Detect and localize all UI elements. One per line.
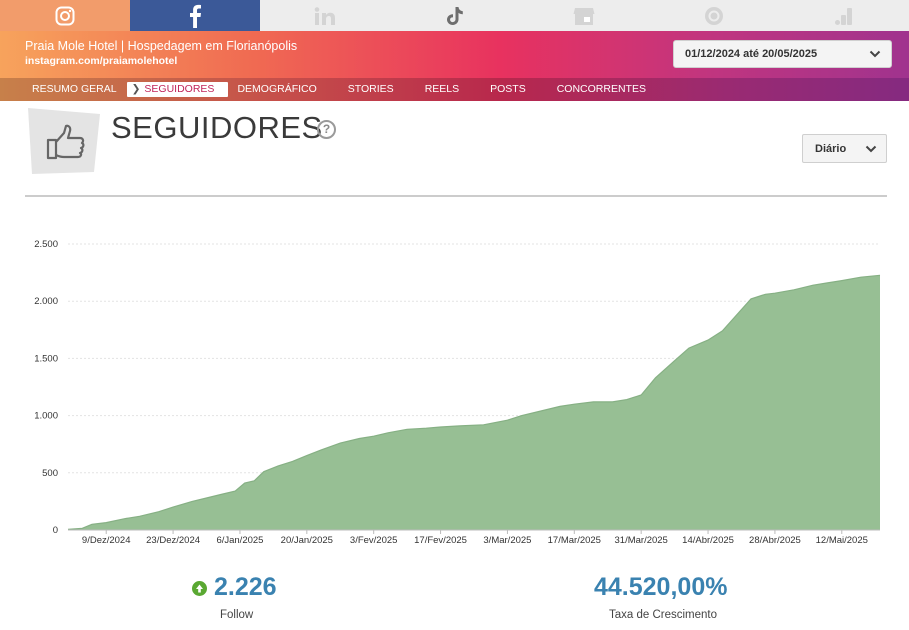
profile-url[interactable]: instagram.com/praiamolehotel (25, 55, 178, 67)
google-business-icon (573, 7, 595, 25)
thumbs-up-icon (28, 108, 100, 174)
tab-posts[interactable]: POSTS (490, 83, 526, 95)
x-tick-label: 31/Mar/2025 (615, 535, 668, 546)
x-tick-label: 3/Mar/2025 (483, 535, 531, 546)
profile-name: Praia Mole Hotel | Hospedagem em Florian… (25, 39, 298, 53)
chevron-right-icon: ❯ (131, 83, 141, 95)
tab-linkedin[interactable] (260, 0, 390, 31)
period-select[interactable]: Diário (802, 134, 887, 163)
tab-threads[interactable] (649, 0, 779, 31)
growth-rate: 44.520,00% (594, 573, 728, 601)
followers-count: 2.226 (214, 573, 277, 601)
section-nav: RESUMO GERAL ❯ SEGUIDORES DEMOGRÁFICO STO… (0, 78, 909, 101)
growth-rate-label: Taxa de Crescimento (609, 609, 718, 621)
date-range-select[interactable]: 01/12/2024 até 20/05/2025 (673, 40, 892, 68)
tab-facebook[interactable] (129, 0, 260, 31)
followers-label: Follow (220, 609, 254, 621)
y-tick-label: 0 (53, 525, 58, 536)
tab-concorrentes[interactable]: CONCORRENTES (556, 83, 646, 95)
tab-instagram[interactable] (0, 0, 130, 31)
followers-line (67, 274, 881, 530)
tab-seguidores[interactable]: ❯ SEGUIDORES (126, 82, 229, 97)
x-tick-label: 3/Fev/2025 (350, 535, 398, 546)
y-tick-label: 1.500 (34, 353, 58, 364)
network-tab-bar (0, 0, 909, 31)
date-range-value: 01/12/2024 até 20/05/2025 (685, 48, 818, 60)
followers-area (68, 275, 880, 530)
instagram-icon (55, 6, 75, 25)
arrow-up-icon (192, 581, 207, 596)
tab-demografico[interactable]: DEMOGRÁFICO (237, 83, 317, 95)
period-value: Diário (815, 143, 847, 155)
tab-google-analytics[interactable] (779, 0, 909, 31)
x-tick-label: 17/Fev/2025 (414, 535, 467, 546)
profile-header: Praia Mole Hotel | Hospedagem em Florian… (0, 31, 909, 78)
y-tick-label: 500 (42, 468, 58, 479)
x-tick-label: 23/Dez/2024 (146, 535, 200, 546)
followers-chart: 0 500 1.000 1.500 2.000 2.500 9/Dez/2024 23/Dez… (34, 239, 881, 546)
x-tick-label: 17/Mar/2025 (548, 535, 601, 546)
x-tick-label: 9/Dez/2024 (82, 535, 131, 546)
x-tick-label: 6/Jan/2025 (216, 535, 263, 546)
tab-seguidores-label: SEGUIDORES (144, 83, 215, 95)
y-tick-label: 1.000 (34, 411, 58, 422)
linkedin-icon (314, 6, 335, 25)
x-tick-label: 28/Abr/2025 (749, 535, 801, 546)
y-tick-label: 2.000 (34, 296, 58, 307)
threads-icon (705, 6, 724, 25)
help-icon[interactable]: ? (317, 120, 336, 139)
x-tick-label: 20/Jan/2025 (281, 535, 333, 546)
chevron-down-icon (865, 145, 877, 153)
google-analytics-icon (835, 7, 853, 25)
tab-reels[interactable]: REELS (424, 83, 460, 95)
y-tick-label: 2.500 (34, 239, 58, 250)
page-title: SEGUIDORES (111, 110, 323, 145)
tab-stories[interactable]: STORIES (347, 83, 394, 95)
facebook-icon (189, 4, 201, 28)
chevron-down-icon (869, 50, 881, 58)
header-divider (25, 195, 887, 197)
x-tick-label: 14/Abr/2025 (682, 535, 734, 546)
tab-google-business[interactable] (519, 0, 649, 31)
tiktok-icon (446, 6, 463, 25)
tab-tiktok[interactable] (390, 0, 520, 31)
tab-resumo-geral[interactable]: RESUMO GERAL (32, 83, 117, 95)
x-tick-label: 12/Mai/2025 (816, 535, 868, 546)
